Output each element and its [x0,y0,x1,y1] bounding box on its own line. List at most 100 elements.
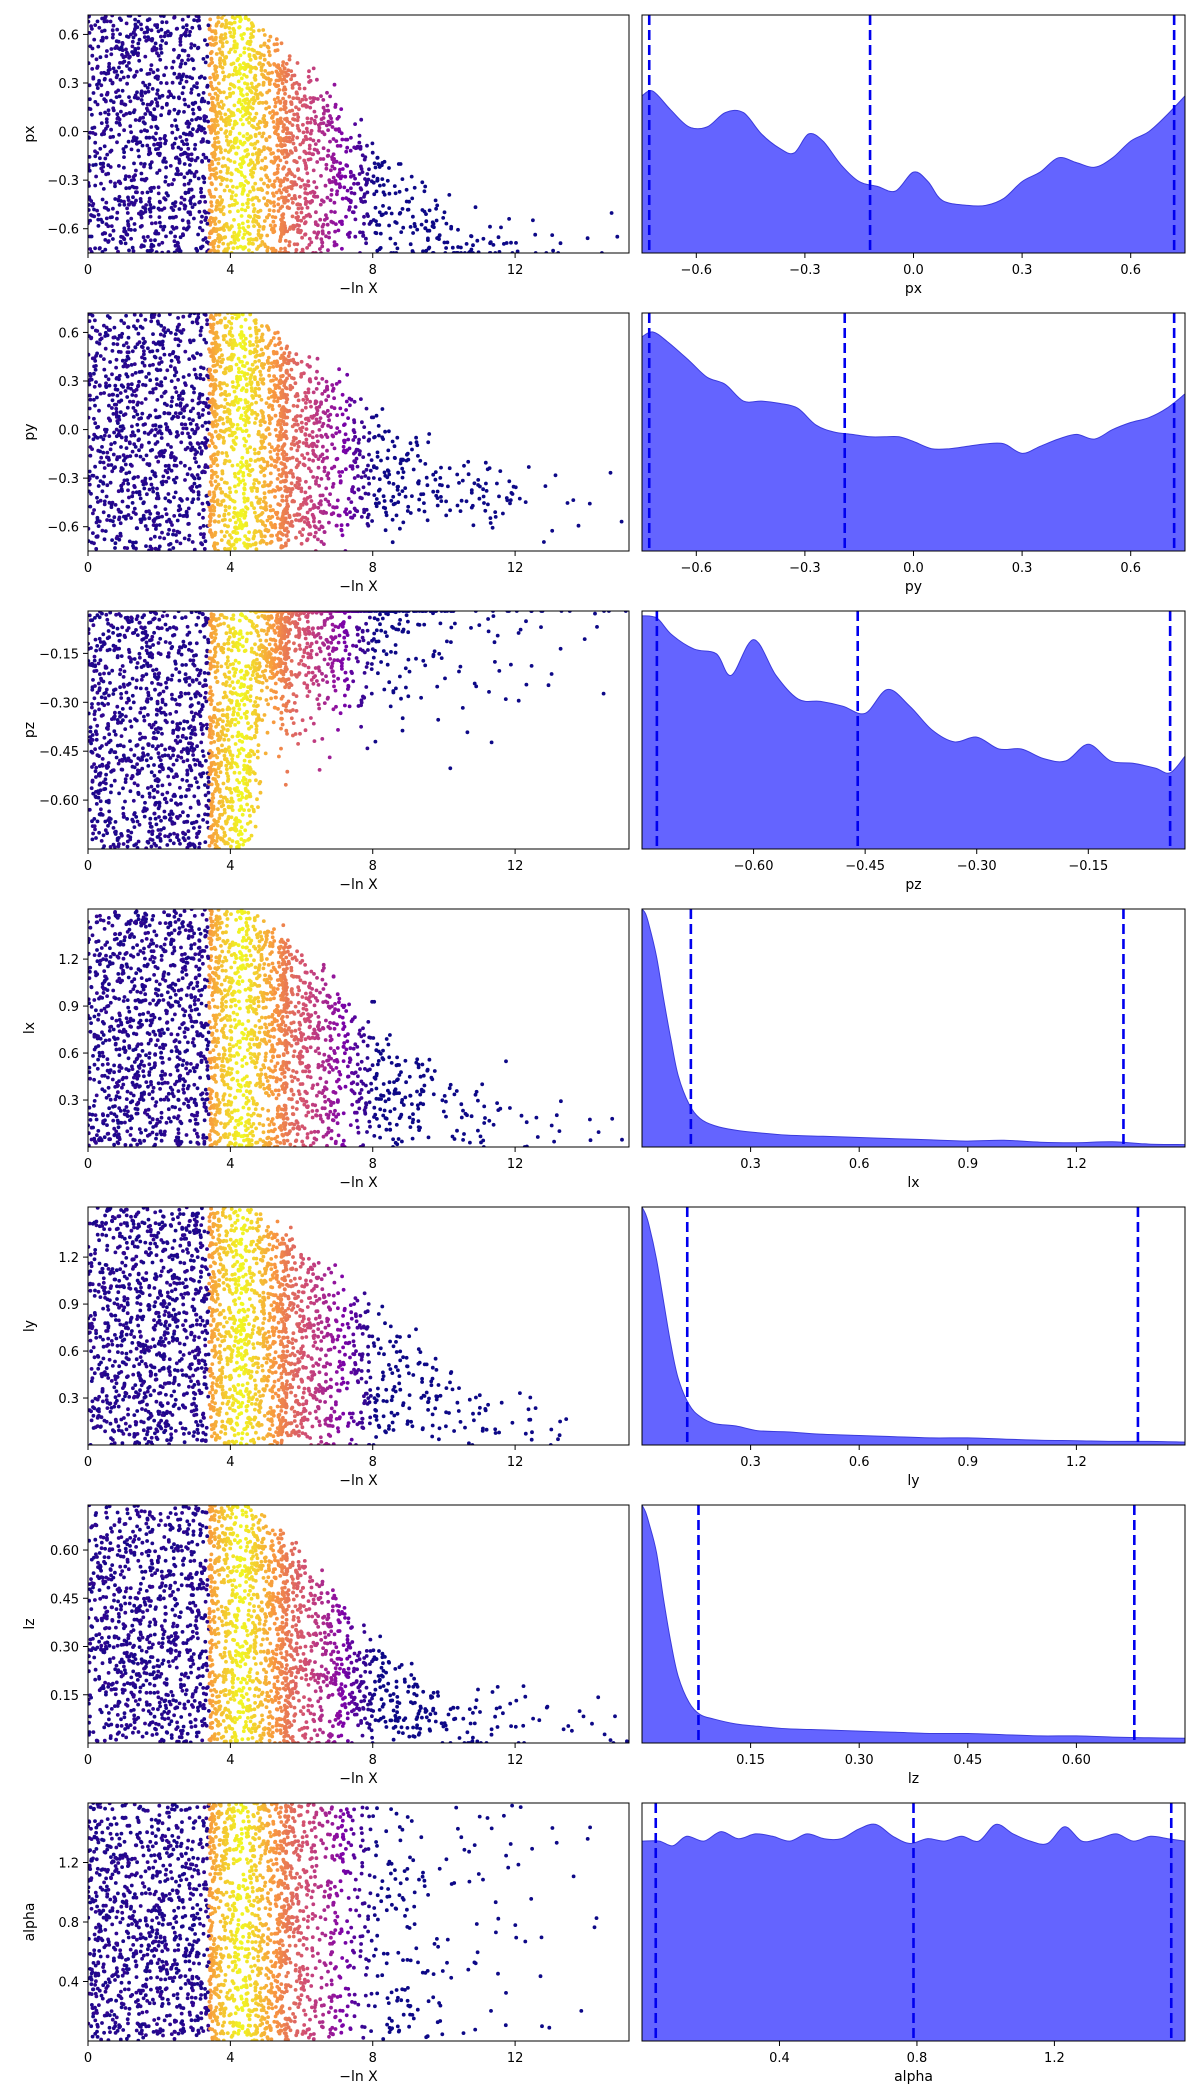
trace-point [93,183,98,188]
trace-point [408,242,413,247]
trace-point [164,41,168,46]
trace-point [136,475,140,479]
trace-point [176,55,181,60]
trace-point [378,183,382,188]
trace-point [186,506,191,511]
trace-point [212,172,216,177]
trace-point [427,208,432,213]
trace-point [201,524,206,528]
trace-point [248,88,253,93]
trace-point [164,81,169,86]
trace-point [289,131,293,136]
trace-point [96,425,101,429]
trace-point [382,159,387,164]
trace-point [142,35,147,39]
trace-point [377,210,382,215]
trace-point [216,450,221,455]
trace-point [257,28,261,33]
trace-point [423,462,428,466]
trace-point [276,78,281,83]
trace-point [181,415,186,419]
trace-point [308,96,313,100]
trace-point [212,144,216,149]
trace-point [208,506,213,511]
trace-point [293,159,297,164]
trace-point [188,340,193,345]
trace-point [307,532,311,537]
trace-point [202,76,207,80]
trace-point [329,425,333,430]
trace-point [102,70,106,75]
trace-point [99,181,103,186]
trace-point [200,159,204,164]
trace-point [242,541,247,545]
trace-point [163,197,168,202]
trace-point [141,501,146,506]
trace-point [88,406,92,411]
trace-point [155,511,160,515]
trace-point [245,506,250,511]
trace-point [225,383,229,388]
trace-point [257,359,261,363]
trace-point [326,414,331,419]
trace-point [241,471,246,475]
trace-point [132,485,137,489]
trace-point [281,96,285,101]
trace-point [247,248,251,253]
trace-point [231,184,235,189]
trace-point [295,61,300,65]
x-tick-label: 0.3 [1012,263,1033,278]
trace-point [224,55,229,59]
trace-point [207,235,212,240]
trace-point [182,197,187,202]
trace-point [219,99,224,104]
trace-point [147,207,152,212]
trace-point [216,130,220,135]
x-tick-label: −0.6 [681,263,713,278]
trace-point [193,147,197,151]
trace-point [299,210,304,215]
trace-point [213,444,217,449]
trace-point [343,137,348,142]
trace-point [118,61,122,65]
trace-point [244,63,249,67]
trace-point [308,131,313,136]
trace-point [159,323,164,328]
trace-point [134,490,139,495]
trace-point [289,442,294,446]
trace-point [285,126,290,131]
trace-point [129,216,134,221]
trace-point [298,530,302,535]
trace-point [439,495,443,499]
trace-point [208,51,213,56]
trace-point [209,80,213,85]
trace-point [269,159,274,164]
trace-point [166,29,170,34]
trace-point [217,203,222,207]
trace-point [170,130,175,135]
trace-point [175,248,179,252]
trace-point [214,457,219,462]
trace-point [225,224,230,229]
trace-point [107,64,111,69]
trace-point [254,111,259,116]
trace-point [619,519,624,524]
trace-point [237,517,242,522]
trace-point [104,200,109,205]
trace-point [143,206,148,211]
trace-point [139,129,143,134]
trace-point [139,22,143,27]
trace-point [231,126,235,131]
trace-point [311,458,315,463]
trace-point [192,367,197,372]
trace-point [201,400,206,405]
trace-point [125,232,130,237]
trace-point [191,58,195,63]
trace-point [251,202,256,207]
trace-point [137,118,142,123]
trace-point [227,203,232,208]
trace-point [338,184,343,189]
trace-point [427,432,432,436]
trace-point [329,209,334,214]
trace-point [205,83,210,88]
